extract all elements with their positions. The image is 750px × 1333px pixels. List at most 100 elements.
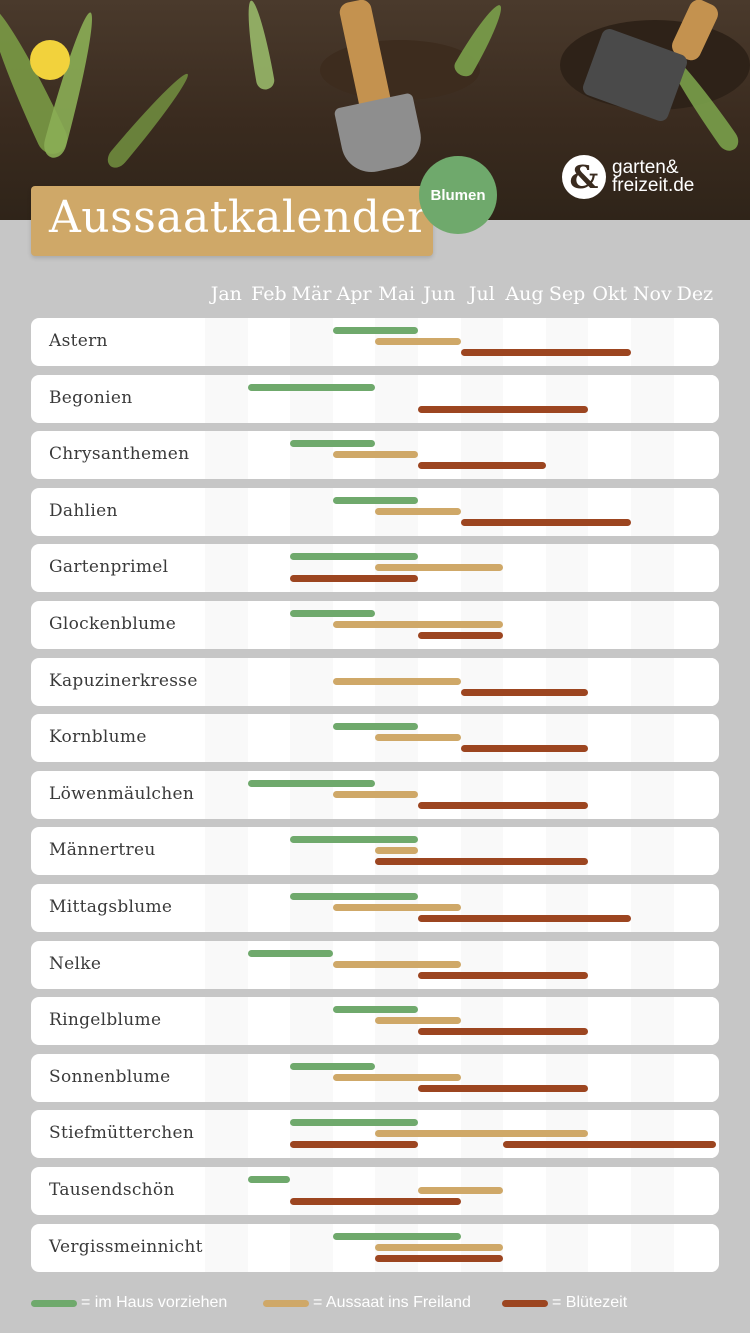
month-column xyxy=(290,1223,333,1272)
bar-bloom xyxy=(375,858,589,866)
month-column xyxy=(673,827,717,876)
month-label: Mär xyxy=(291,283,332,305)
month-column xyxy=(247,714,291,763)
month-column xyxy=(290,714,333,763)
month-column xyxy=(460,940,504,989)
bar-bloom xyxy=(290,1141,418,1149)
month-column xyxy=(673,770,717,819)
month-column xyxy=(631,374,674,423)
brand-line-2: freizeit.de xyxy=(612,175,695,196)
bar-outdoor xyxy=(375,1243,504,1251)
month-column xyxy=(588,997,631,1046)
month-column xyxy=(545,1053,589,1102)
bar-indoor xyxy=(332,1232,461,1240)
month-column xyxy=(673,657,717,706)
hero-image xyxy=(0,0,750,220)
month-column xyxy=(503,431,546,480)
bar-bloom xyxy=(418,1028,589,1036)
month-column xyxy=(205,940,248,989)
month-column xyxy=(631,487,674,536)
month-column xyxy=(247,374,291,423)
month-column xyxy=(332,374,376,423)
month-column xyxy=(205,487,248,536)
month-column xyxy=(545,770,589,819)
legend: = im Haus vorziehen = Aussaat ins Freilan… xyxy=(0,1290,750,1316)
month-label: Nov xyxy=(632,283,672,305)
plant-name: Männertreu xyxy=(49,840,156,861)
plant-row: Gartenprimel xyxy=(31,544,719,593)
plant-row: Begonien xyxy=(31,374,719,423)
month-column xyxy=(673,997,717,1046)
month-column xyxy=(673,1223,717,1272)
month-column xyxy=(247,657,291,706)
month-column xyxy=(205,770,248,819)
bar-bloom xyxy=(418,462,546,470)
bar-bloom xyxy=(418,1084,589,1092)
month-column xyxy=(545,827,589,876)
month-column xyxy=(460,487,504,536)
month-column xyxy=(631,884,674,932)
month-column xyxy=(588,487,631,536)
month-column xyxy=(247,940,291,989)
bar-bloom xyxy=(460,745,589,753)
month-column xyxy=(631,1167,674,1215)
month-column xyxy=(673,1053,717,1102)
month-column xyxy=(673,940,717,989)
bar-outdoor xyxy=(375,1130,589,1138)
month-column xyxy=(673,1167,717,1215)
month-column xyxy=(545,374,589,423)
bar-indoor xyxy=(290,553,418,561)
bar-outdoor xyxy=(375,847,418,855)
category-badge: Blumen xyxy=(419,156,497,234)
plant-name: Nelke xyxy=(49,953,102,974)
plant-name: Vergissmeinnicht xyxy=(49,1236,203,1257)
bar-bloom xyxy=(503,1141,717,1149)
legend-swatch xyxy=(263,1299,309,1307)
legend-swatch xyxy=(502,1299,548,1307)
plant-row: Ringelblume xyxy=(31,997,719,1046)
bar-indoor xyxy=(290,836,418,844)
month-column xyxy=(247,884,291,932)
month-column xyxy=(631,601,674,649)
bar-outdoor xyxy=(375,564,504,572)
month-column xyxy=(631,1223,674,1272)
bar-outdoor xyxy=(332,451,418,459)
plant-name: Begonien xyxy=(49,387,133,408)
month-column xyxy=(460,770,504,819)
month-column xyxy=(290,940,333,989)
month-column xyxy=(205,827,248,876)
bar-bloom xyxy=(290,1198,461,1205)
month-column xyxy=(503,318,546,366)
month-column xyxy=(545,544,589,593)
month-column xyxy=(375,374,418,423)
month-column xyxy=(588,827,631,876)
month-column xyxy=(247,601,291,649)
month-column xyxy=(290,770,333,819)
plant-name: Kapuzinerkresse xyxy=(49,670,198,691)
month-column xyxy=(247,431,291,480)
month-column xyxy=(290,997,333,1046)
bar-outdoor xyxy=(375,1017,461,1025)
month-column xyxy=(418,431,461,480)
month-column xyxy=(418,770,461,819)
plant-row: Astern xyxy=(31,318,719,366)
page-title: Aussaatkalender xyxy=(49,192,429,243)
month-column xyxy=(332,318,376,366)
plant-row: Nelke xyxy=(31,940,719,989)
month-column xyxy=(631,770,674,819)
month-label: Jun xyxy=(423,283,456,305)
bar-bloom xyxy=(418,801,589,809)
month-column xyxy=(631,657,674,706)
plant-name: Chrysanthemen xyxy=(49,444,190,465)
month-column xyxy=(418,827,461,876)
bar-indoor xyxy=(290,1119,418,1127)
month-label: Jan xyxy=(210,283,242,305)
month-column xyxy=(418,374,461,423)
plant-name: Dahlien xyxy=(49,500,118,521)
month-column xyxy=(290,431,333,480)
bar-indoor xyxy=(290,1062,376,1070)
month-column xyxy=(290,374,333,423)
month-label: Okt xyxy=(592,283,628,305)
month-column xyxy=(332,1110,376,1159)
month-column xyxy=(205,1223,248,1272)
